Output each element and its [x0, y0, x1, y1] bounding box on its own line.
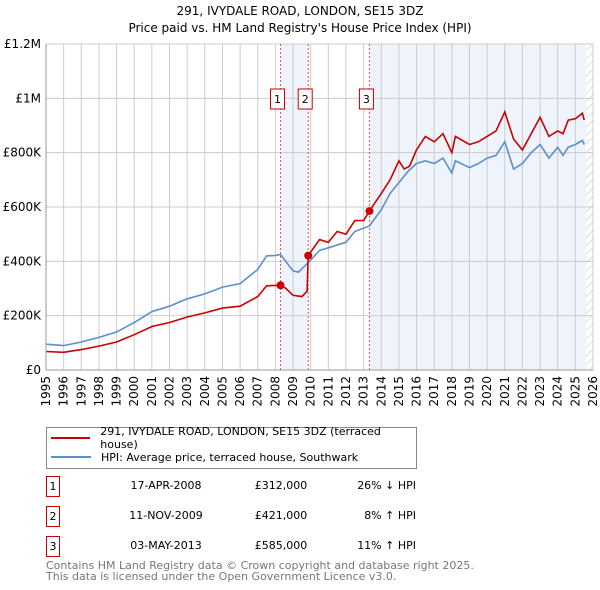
x-tick-label: 2007 [251, 376, 265, 407]
x-tick-label: 2010 [304, 376, 318, 407]
chart-title: 291, IVYDALE ROAD, LONDON, SE15 3DZ [177, 4, 424, 18]
footer-licence: This data is licensed under the Open Gov… [46, 570, 397, 583]
y-tick-label: £0 [26, 363, 41, 377]
x-tick-label: 2006 [233, 376, 247, 407]
x-tick-label: 2020 [480, 376, 494, 407]
x-tick-label: 2011 [321, 376, 335, 407]
footer: Contains HM Land Registry data © Crown c… [46, 560, 474, 582]
x-tick-label: 1999 [110, 376, 124, 407]
legend-label: 291, IVYDALE ROAD, LONDON, SE15 3DZ (ter… [100, 425, 381, 451]
sale-label-box [297, 88, 313, 110]
sale-label-box [270, 88, 286, 110]
x-tick-label: 2003 [180, 376, 194, 407]
x-tick-label: 2016 [410, 376, 424, 407]
x-tick-label: 1995 [39, 376, 53, 407]
price-chart: 291, IVYDALE ROAD, LONDON, SE15 3DZ Pric… [3, 4, 600, 407]
x-tick-label: 2009 [286, 376, 300, 407]
x-tick-label: 2012 [339, 376, 353, 407]
legend-swatch-red [51, 437, 91, 439]
transaction-price: £585,000 [254, 539, 308, 552]
x-tick-label: 2019 [462, 376, 476, 407]
x-tick-label: 2013 [357, 376, 371, 407]
x-tick-label: 2002 [163, 376, 177, 407]
transaction-date: 11-NOV-2009 [129, 509, 203, 522]
x-tick-label: 2024 [551, 376, 565, 407]
x-tick-label: 2001 [145, 376, 159, 407]
x-tick-label: 2000 [127, 376, 141, 407]
transaction-row: 2 11-NOV-2009 £421,000 8% ↑ HPI [46, 506, 446, 527]
legend-swatch-blue [51, 456, 91, 458]
transaction-number: 1 [46, 476, 60, 497]
transaction-price: £312,000 [254, 479, 308, 492]
x-tick-label: 2023 [533, 376, 547, 407]
hpi-line [45, 139, 585, 347]
chart-subtitle: Price paid vs. HM Land Registry's House … [128, 21, 471, 35]
y-tick-label: £200K [3, 309, 43, 323]
sale-point [276, 281, 285, 290]
sale-point [304, 251, 313, 260]
x-tick-label: 2021 [498, 376, 512, 407]
legend-item-hpi: HPI: Average price, terraced house, Sout… [51, 449, 358, 465]
y-tick-label: £600K [3, 200, 43, 214]
legend: 291, IVYDALE ROAD, LONDON, SE15 3DZ (ter… [46, 425, 417, 469]
sale-label: 1 [274, 93, 281, 106]
transaction-hpi-diff: 26% ↓ HPI [357, 479, 416, 492]
x-tick-label: 2026 [586, 376, 600, 407]
x-tick-label: 2017 [427, 376, 441, 407]
legend-label: HPI: Average price, terraced house, Sout… [101, 450, 359, 464]
x-tick-label: 2022 [515, 376, 529, 407]
transaction-hpi-diff: 11% ↑ HPI [357, 539, 416, 552]
x-tick-label: 2025 [568, 376, 582, 407]
sale-point [365, 207, 374, 216]
x-tick-label: 2014 [374, 376, 388, 407]
transaction-row: 3 03-MAY-2013 £585,000 11% ↑ HPI [46, 536, 446, 557]
transaction-date: 03-MAY-2013 [130, 539, 202, 552]
property-price-line [45, 109, 585, 354]
sale-label-box [358, 88, 374, 110]
footer-copyright: Contains HM Land Registry data © Crown c… [46, 559, 474, 572]
y-tick-label: £1M [15, 91, 41, 105]
sale-label: 3 [363, 93, 370, 106]
x-tick-label: 2005 [215, 376, 229, 407]
sale-label: 2 [302, 93, 309, 106]
y-tick-label: £400K [3, 254, 43, 268]
y-tick-label: £1.2M [4, 37, 41, 51]
x-tick-label: 2004 [198, 376, 212, 407]
transaction-number: 2 [46, 506, 60, 527]
x-tick-label: 2018 [445, 376, 459, 407]
transaction-number: 3 [46, 536, 60, 557]
transaction-row: 1 17-APR-2008 £312,000 26% ↓ HPI [46, 476, 446, 497]
transaction-hpi-diff: 8% ↑ HPI [364, 509, 416, 522]
transaction-date: 17-APR-2008 [130, 479, 202, 492]
legend-item-property: 291, IVYDALE ROAD, LONDON, SE15 3DZ (ter… [51, 425, 416, 451]
x-tick-label: 1996 [57, 376, 71, 407]
x-tick-label: 2015 [392, 376, 406, 407]
transaction-price: £421,000 [254, 509, 308, 522]
x-tick-label: 1998 [92, 376, 106, 407]
x-tick-label: 1997 [74, 376, 88, 407]
x-tick-label: 2008 [268, 376, 282, 407]
y-tick-label: £800K [3, 146, 43, 160]
